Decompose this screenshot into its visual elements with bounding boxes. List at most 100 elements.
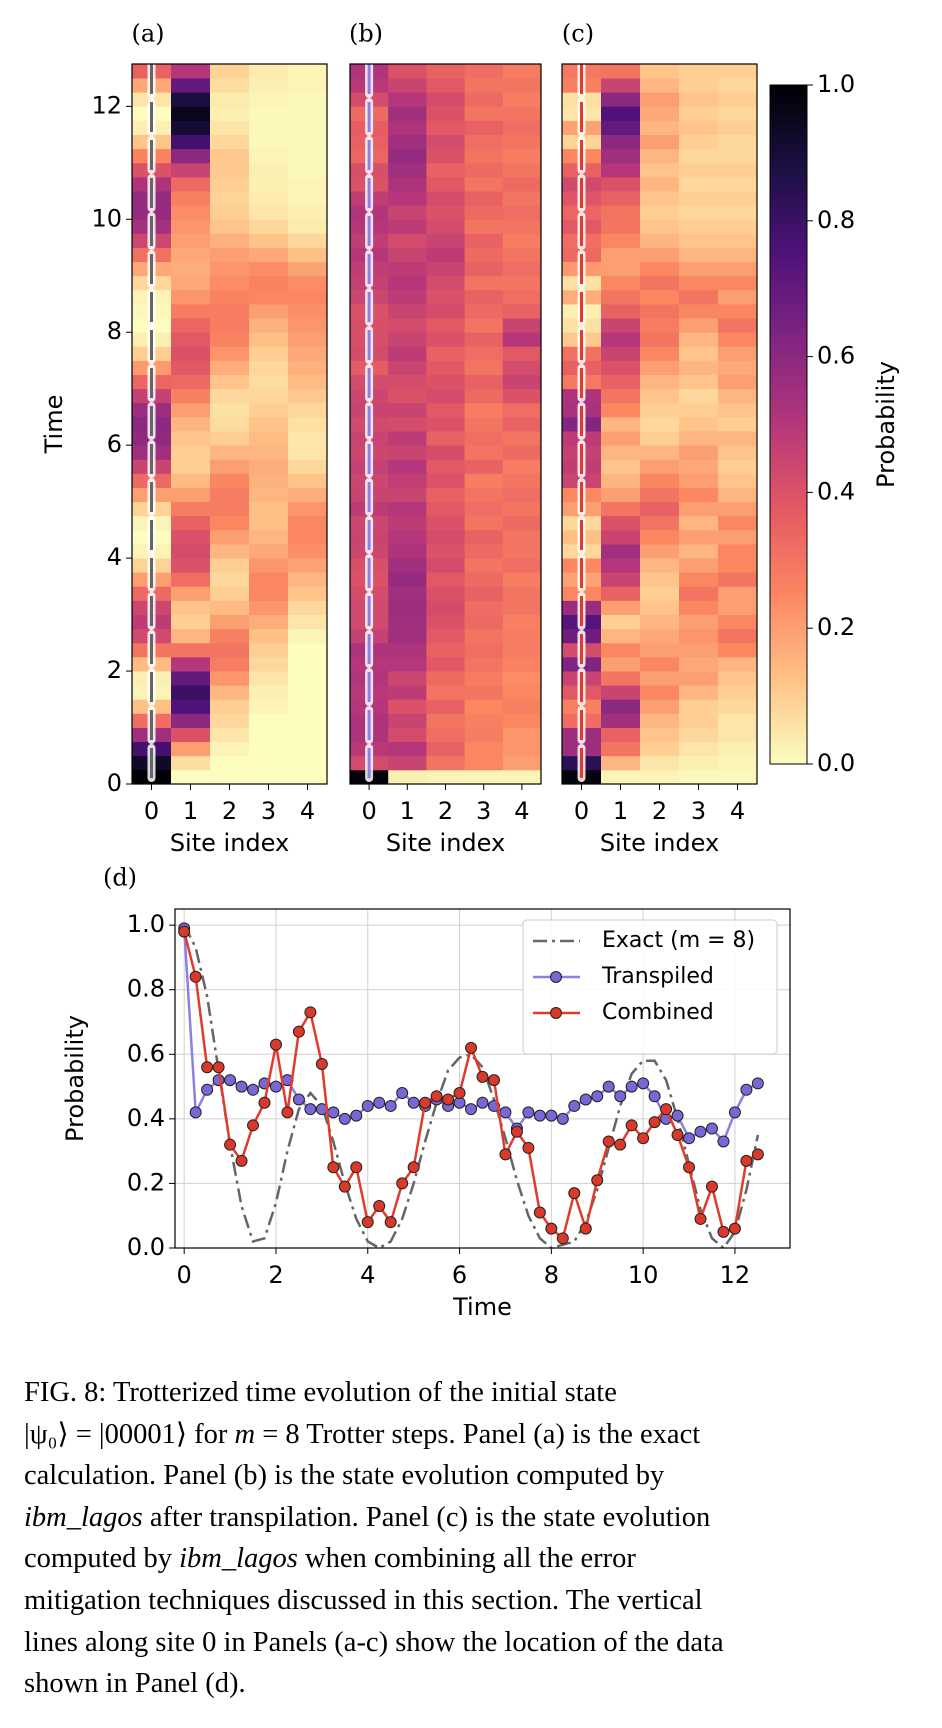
heatmap-cell <box>249 515 289 531</box>
heatmap-cell <box>502 148 542 164</box>
heatmap-cell <box>210 685 250 700</box>
heatmap-cell <box>288 487 328 503</box>
heatmap-cell <box>210 360 250 375</box>
heatmap-cell <box>601 699 641 714</box>
heatmap-cell <box>679 685 719 700</box>
heatmap-cell <box>679 558 719 573</box>
heatmap-cell <box>502 191 542 206</box>
heatmap-cell <box>502 558 542 573</box>
heatmap-cell <box>679 148 719 164</box>
legend-label: Transpiled <box>601 964 714 989</box>
data-point <box>189 970 202 983</box>
data-point <box>373 1096 386 1109</box>
heatmap-cell <box>171 219 211 234</box>
heatmap-cell <box>679 388 719 404</box>
data-point <box>614 1138 627 1151</box>
heatmap-cell <box>210 600 250 615</box>
heatmap-cell <box>171 459 211 474</box>
heatmap-cell <box>601 727 641 743</box>
caption-text: after transpilation. Panel (c) is the st… <box>142 1501 711 1533</box>
legend-marker <box>550 971 562 983</box>
heatmap-cell <box>718 529 758 545</box>
heatmap-cell <box>171 741 211 757</box>
heatmap-cell <box>426 741 465 757</box>
heatmap-cell <box>249 289 289 305</box>
heatmap-cell <box>679 473 719 488</box>
heatmap-cell <box>502 459 542 474</box>
heatmap-cell <box>171 572 211 587</box>
heatmap-cell <box>464 713 504 728</box>
heatmap-cell <box>640 332 680 347</box>
heatmap-cell <box>388 515 427 531</box>
heatmap-cell <box>640 64 680 79</box>
heatmap-cell <box>210 106 250 121</box>
heatmap-cell <box>640 755 680 771</box>
heatmap-cell <box>171 360 211 375</box>
heatmap-cell <box>502 64 542 79</box>
heatmap-cell <box>464 205 504 220</box>
heatmap-cell <box>171 78 211 93</box>
heatmap-cell <box>426 289 465 305</box>
heatmap-cell <box>210 544 250 559</box>
colorbar-tick-label: 0.0 <box>817 749 855 777</box>
data-point <box>705 1180 718 1193</box>
heatmap-cell <box>210 699 250 714</box>
heatmap-cell <box>388 205 427 220</box>
heatmap-cell <box>718 431 758 446</box>
heatmap-cell <box>601 529 641 545</box>
heatmap-cell <box>640 191 680 206</box>
heatmap-cell <box>679 459 719 474</box>
data-point <box>740 1154 753 1167</box>
heatmap-cell <box>640 741 680 757</box>
heatmap-cell <box>388 148 427 164</box>
data-point <box>373 1200 386 1213</box>
heatmap-cell <box>464 64 504 79</box>
heatmap-cell <box>679 289 719 305</box>
heatmap-cell <box>464 416 504 432</box>
heatmap-cell <box>249 755 289 771</box>
x-tick-label: 4 <box>514 797 529 825</box>
heatmap-cell <box>288 402 328 418</box>
heatmap-cell <box>502 656 542 672</box>
heatmap-cell <box>388 120 427 135</box>
heatmap-cell <box>601 755 641 771</box>
heatmap-cell <box>171 755 211 771</box>
heatmap-cell <box>210 628 250 644</box>
caption-line: ibm_lagos after transpilation. Panel (c)… <box>24 1497 934 1539</box>
x-tick-label: 0 <box>144 797 159 825</box>
heatmap-cell <box>426 529 465 545</box>
heatmap-cell <box>464 233 504 248</box>
heatmap-cell <box>249 572 289 587</box>
heatmap-cell <box>502 233 542 248</box>
heatmap-cell <box>601 78 641 93</box>
heatmap-cell <box>718 205 758 220</box>
heatmap-cell <box>640 346 680 361</box>
data-point <box>625 1119 638 1132</box>
heatmap-cell <box>288 515 328 531</box>
heatmap-cell <box>718 402 758 418</box>
y-axis-label: Probability <box>61 1015 89 1142</box>
heatmap-cell <box>640 289 680 305</box>
heatmap-cell <box>640 233 680 248</box>
heatmap-cell <box>388 529 427 545</box>
heatmap-cell <box>640 247 680 263</box>
x-axis-label: Site index <box>600 829 719 857</box>
data-point <box>556 1232 569 1245</box>
heatmap-cell <box>210 304 250 319</box>
heatmap-cell <box>640 92 680 107</box>
caption-text: ibm_lagos <box>179 1543 298 1575</box>
heatmap-cell <box>679 741 719 757</box>
data-point <box>591 1174 604 1187</box>
heatmap-cell <box>640 304 680 319</box>
y-tick-label: 0.4 <box>127 1104 165 1132</box>
data-point <box>694 1212 707 1225</box>
heatmap-cell <box>640 671 680 686</box>
heatmap-cell <box>679 416 719 432</box>
heatmap-cell <box>426 473 465 488</box>
heatmap-cell <box>426 261 465 277</box>
heatmap-cell <box>464 332 504 347</box>
heatmap-cell <box>171 416 211 432</box>
caption-text: when combining all the error <box>297 1543 636 1575</box>
heatmap-cell <box>601 205 641 220</box>
heatmap-cell <box>210 148 250 164</box>
